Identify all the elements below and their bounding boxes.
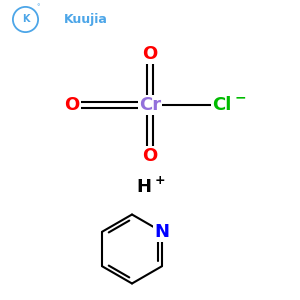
Text: N: N [154, 223, 169, 241]
Text: O: O [64, 96, 80, 114]
Text: Cr: Cr [139, 96, 161, 114]
Text: K: K [22, 14, 29, 25]
Text: O: O [142, 45, 158, 63]
Text: Cl: Cl [212, 96, 232, 114]
Text: H: H [136, 178, 152, 196]
Text: °: ° [36, 4, 40, 10]
Text: O: O [142, 147, 158, 165]
Text: +: + [154, 174, 165, 188]
Text: −: − [235, 91, 246, 104]
Text: Kuujia: Kuujia [64, 13, 107, 26]
